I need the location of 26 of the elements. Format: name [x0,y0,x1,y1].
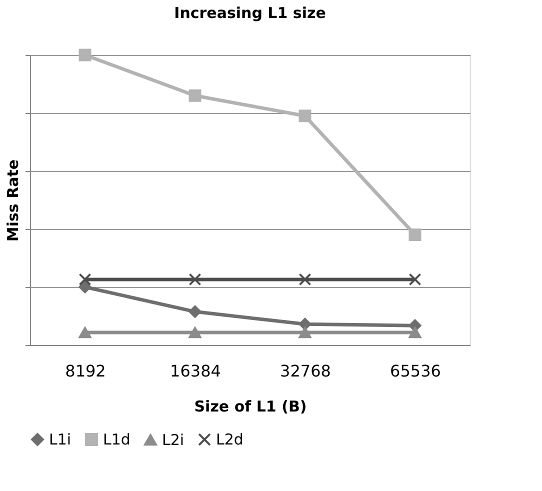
point [78,326,92,338]
legend-label: L2i [162,430,184,449]
point [298,326,312,338]
point [188,326,202,338]
y-axis-title: Miss Rate [4,159,22,242]
x-tick-label: 16384 [170,362,221,380]
x-axis-title: Size of L1 (B) [194,398,307,416]
point [408,326,422,338]
legend-label: L1i [49,430,72,449]
x-tick-label: 65536 [390,362,441,380]
point [188,89,202,102]
point [78,280,92,294]
point [78,273,92,286]
legend-label: L2d [216,430,244,449]
point [408,273,422,286]
legend-label: L1d [103,430,130,449]
chart-title: Increasing L1 size [174,4,326,22]
point [298,318,312,330]
point [78,48,92,62]
point [408,228,422,242]
point [298,273,312,286]
point [188,273,202,286]
x-tick-label: 32768 [280,362,331,380]
point [188,305,202,318]
point [298,110,312,122]
x-tick-label: 8192 [65,362,106,380]
